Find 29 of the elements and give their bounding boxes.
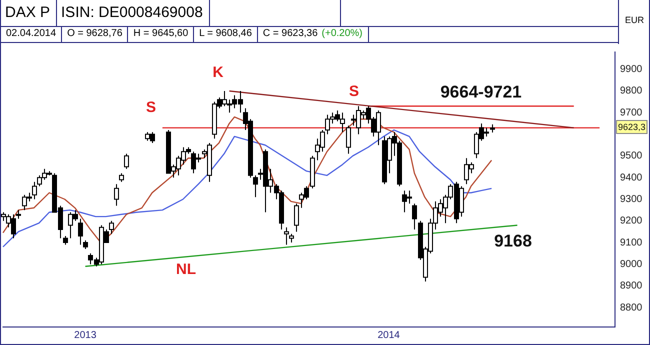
annotation: S (146, 99, 156, 116)
chart-title: DAX P (1, 0, 58, 26)
y-tick-label: 9900 (620, 64, 643, 76)
chart-subtitle: ISIN: DE0008469008 (57, 0, 210, 26)
y-tick-label: 9000 (620, 258, 643, 270)
text: (+0.20%) (322, 28, 363, 39)
y-tick-label: 9300 (620, 194, 643, 205)
annotation: 9168 (494, 232, 532, 251)
y-tick-label: 9800 (620, 86, 643, 97)
text: C = 9623,36 (262, 28, 318, 39)
text: O = 9628,76 (62, 27, 128, 42)
text: L = 9608,46 (194, 27, 258, 42)
text: 02.04.2014 (1, 27, 62, 42)
y-axis-title: EUR (618, 0, 650, 44)
x-tick-label: 2013 (74, 330, 97, 341)
text: 9623,3 (618, 122, 646, 132)
annotation: NL (176, 261, 196, 278)
y-tick-label: 9400 (620, 172, 643, 184)
x-tick-label: 2014 (378, 330, 400, 341)
y-tick-label: 9700 (620, 107, 643, 118)
y-tick-label: 8800 (620, 302, 643, 314)
y-tick-label: 9200 (620, 216, 643, 227)
y-tick-label: 9100 (620, 237, 643, 248)
annotation: K (212, 64, 224, 82)
text: H = 9645,60 (128, 27, 194, 42)
y-tick-label: 9500 (620, 150, 643, 162)
y-tick-label: 8900 (620, 280, 643, 292)
annotation: S (348, 83, 360, 100)
annotation: 9664-9721 (440, 82, 522, 102)
